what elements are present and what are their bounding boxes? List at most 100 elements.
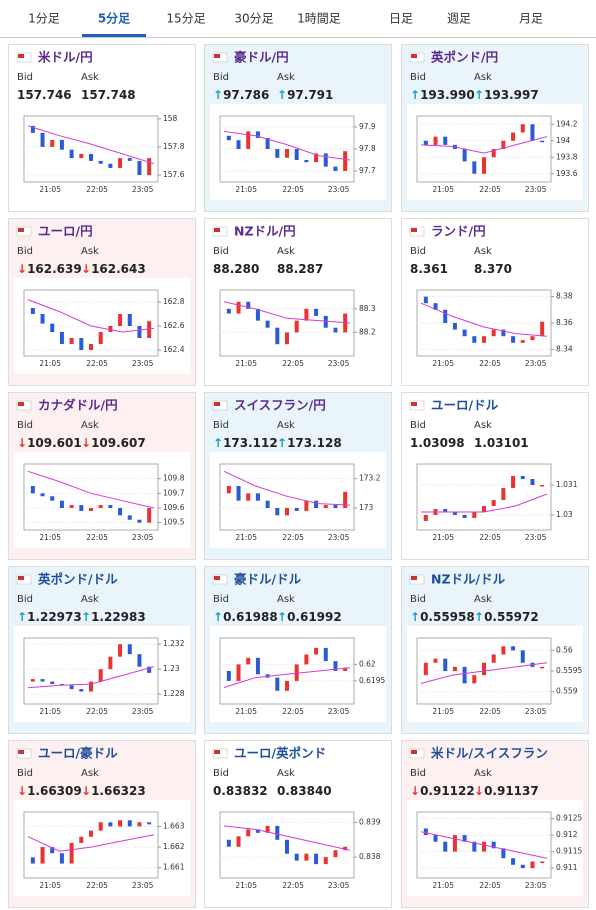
candle [30,486,35,494]
pair-title[interactable]: 米ドル/スイスフラン [430,746,548,761]
y-tick-label: 1.031 [556,480,578,489]
pair-title[interactable]: 豪ドル/ドル [234,572,302,587]
candle [343,846,348,851]
candle [127,515,132,520]
x-tick-label: 22:05 [282,533,304,542]
quote-panel[interactable]: NZドル/円 Bid Ask 88.280 88.287 88.2 88.3 21:05 22:… [204,218,392,386]
candle [333,661,338,671]
candle [246,301,251,309]
candle [314,308,319,316]
pair-title[interactable]: NZドル/円 [234,224,296,239]
bid-price: ↓1.66309 [17,784,82,798]
price: 157.746 [17,88,72,102]
candle [59,500,64,508]
bid-label: Bid [410,594,426,605]
quote-panel[interactable]: ユーロ/英ポンド Bid Ask 0.83832 0.83840 0.838 0.839 21… [204,740,392,908]
change-arrow: ↑ [17,610,27,624]
pair-title[interactable]: スイスフラン/円 [234,398,326,413]
flag-mark [411,750,417,754]
tab[interactable]: 30分足 [234,12,273,26]
ask-price: 1.03101 [474,436,529,450]
y-tick-label: 0.56 [556,645,573,654]
candle [127,820,132,827]
bid-label: Bid [213,72,229,83]
candle [433,136,438,145]
chart-bg [210,800,386,896]
x-tick-label: 21:05 [235,881,257,890]
pair-title[interactable]: 英ポンド/円 [431,50,498,65]
tab[interactable]: 5分足 [98,11,130,26]
pair-title[interactable]: 米ドル/円 [37,50,93,65]
x-tick-label: 21:05 [432,185,454,194]
pair-title[interactable]: ユーロ/ドル [431,398,499,413]
flag-mark [214,750,220,754]
x-tick-label: 21:05 [235,533,257,542]
moving-average [27,125,155,165]
pair-title[interactable]: NZドル/ドル [431,572,506,587]
price: 97.791 [287,88,333,102]
candle [520,340,525,343]
pair-title[interactable]: ユーロ/円 [38,224,93,239]
pair-title[interactable]: 豪ドル/円 [234,50,289,65]
tab[interactable]: 1分足 [28,12,60,26]
candle [482,336,486,343]
candle [275,327,280,345]
ask-label: Ask [277,72,295,83]
x-tick-label: 23:05 [328,533,350,542]
y-tick-label: 97.9 [359,122,376,131]
bid-price: ↑97.786 [213,88,269,102]
pair-title[interactable]: カナダドル/円 [38,398,118,413]
pair-title[interactable]: ランド/円 [431,224,486,239]
bid-label: Bid [410,768,426,779]
candle [69,505,74,508]
pair-title[interactable]: 英ポンド/ドル [38,572,118,587]
y-tick-label: 1.661 [163,863,185,872]
tab[interactable]: 15分足 [166,12,205,26]
flag-mark [411,228,417,232]
y-tick-label: 1.228 [163,689,185,698]
tab[interactable]: 1時間足 [297,12,341,26]
candle [343,667,348,671]
candle [40,314,45,324]
candle [108,822,113,827]
pair-title[interactable]: ユーロ/英ポンド [234,746,326,761]
candle [491,149,496,158]
pair-title[interactable]: ユーロ/豪ドル [38,746,118,761]
change-arrow: ↑ [81,610,91,624]
quote-panel[interactable]: ランド/円 Bid Ask 8.361 8.370 8.34 8.36 8.38 21:05 22… [401,218,589,386]
price: 0.55958 [420,610,475,624]
bid-price: ↑1.22973 [17,610,82,624]
tab[interactable]: 日足 [389,12,413,26]
candle [333,327,338,333]
candle [530,861,535,869]
candle [323,647,328,662]
tab[interactable]: 週足 [447,12,471,26]
candle [147,822,152,825]
x-tick-label: 21:05 [39,533,61,542]
candle [69,338,74,344]
x-tick-label: 22:05 [479,359,501,368]
quote-panel[interactable]: ユーロ/ドル Bid Ask 1.03098 1.03101 1.03 1.031 21:05… [401,392,589,560]
change-arrow: ↑ [474,88,484,102]
quote-panel[interactable]: 米ドル/円 Bid Ask 157.746 157.748 157.6 157.8 158 21… [8,44,196,212]
tab[interactable]: 月足 [519,12,543,26]
flag-mark [18,576,24,580]
candle [472,161,477,174]
candle [304,308,309,321]
candle [69,842,74,864]
y-tick-label: 88.2 [359,327,376,336]
price: 162.639 [27,262,82,276]
x-tick-label: 23:05 [132,359,154,368]
candle [265,500,270,508]
candle [462,329,467,337]
